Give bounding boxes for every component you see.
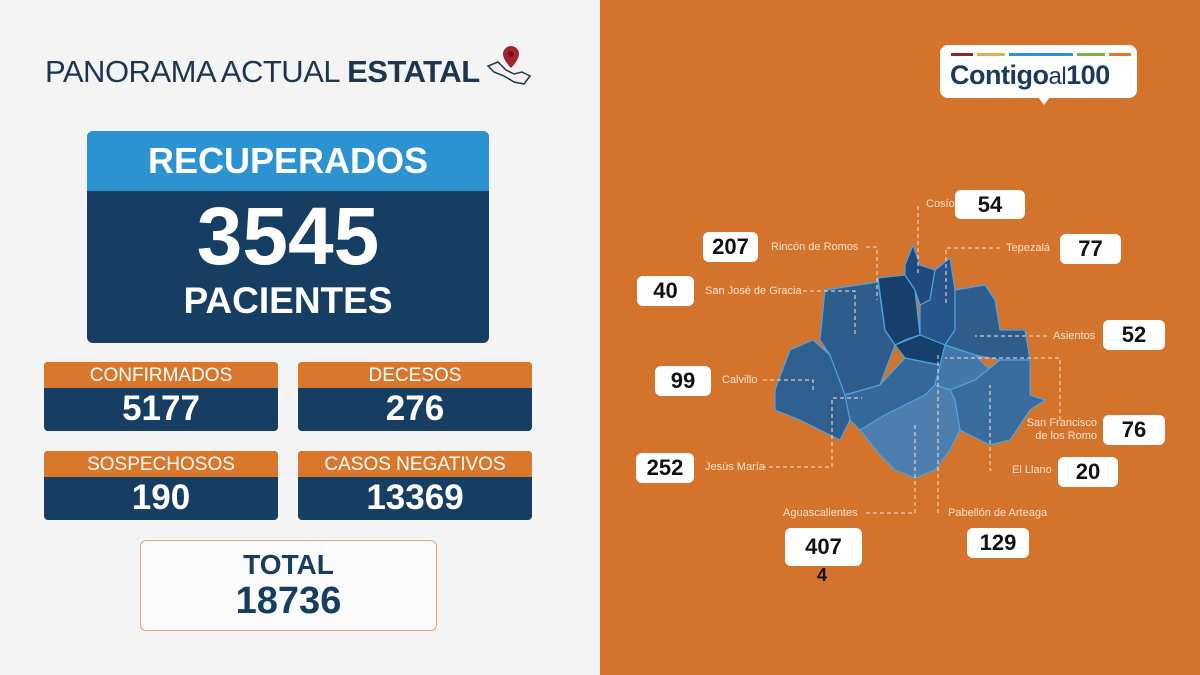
region-aguascalientes [859, 384, 961, 479]
suspected-card: SOSPECHOSOS 190 [44, 451, 278, 520]
label-pabellon-de-arteaga: Pabellón de Arteaga [948, 507, 1048, 519]
label-san-jose-de-gracia: San José de Gracia [705, 285, 802, 297]
value-asientos: 52 [1103, 320, 1165, 350]
value-san-francisco-de-los-romo: 76 [1103, 415, 1165, 445]
value-aguascalientes-overflow: 4 [816, 565, 827, 585]
label-jesus-maria: Jesús María [705, 461, 765, 473]
value-rincon-de-romos: 207 [703, 232, 758, 262]
contigo-al-100-logo: Contigoal100 [940, 45, 1137, 105]
negative-label: CASOS NEGATIVOS [298, 451, 532, 477]
recovered-unit: PACIENTES [183, 280, 393, 321]
label-el-llano: El Llano [1012, 464, 1052, 476]
recovered-card: RECUPERADOS 3545 PACIENTES [87, 131, 489, 343]
page-title: PANORAMA ACTUAL ESTATAL [45, 54, 480, 89]
suspected-value: 190 [131, 478, 191, 517]
value-pabellon-de-arteaga: 129 [967, 528, 1029, 558]
total-card: TOTAL 18736 [140, 540, 437, 631]
negative-value: 13369 [366, 478, 464, 517]
confirmed-label: CONFIRMADOS [44, 362, 278, 388]
total-value: 18736 [235, 580, 342, 622]
deaths-card: DECESOS 276 [298, 362, 532, 431]
value-aguascalientes: 407 [785, 528, 862, 566]
value-jesus-maria: 252 [636, 453, 694, 483]
deaths-label: DECESOS [298, 362, 532, 388]
label-cosio: Cosío [926, 198, 955, 210]
total-label: TOTAL [243, 549, 334, 580]
value-el-llano: 20 [1058, 457, 1118, 487]
label-calvillo: Calvillo [722, 374, 758, 386]
confirmed-value: 5177 [122, 389, 200, 428]
value-san-jose-de-gracia: 40 [637, 276, 694, 306]
negative-card: CASOS NEGATIVOS 13369 [298, 451, 532, 520]
value-calvillo: 99 [655, 366, 711, 396]
deaths-value: 276 [385, 389, 445, 428]
confirmed-card: CONFIRMADOS 5177 [44, 362, 278, 431]
suspected-label: SOSPECHOSOS [44, 451, 278, 477]
value-cosio: 54 [955, 190, 1025, 219]
mexico-map-pin-icon [486, 46, 532, 85]
recovered-label: RECUPERADOS [87, 131, 489, 191]
label-aguascalientes: Aguascalientes [783, 507, 858, 519]
stats-panel: PANORAMA ACTUAL ESTATAL RECUPERADOS 3545… [44, 46, 532, 631]
label-asientos: Asientos [1053, 330, 1096, 342]
recovered-value: 3545 [196, 191, 380, 282]
label-rincon-de-romos: Rincón de Romos [771, 241, 859, 253]
value-tepezala: 77 [1060, 234, 1121, 264]
label-tepezala: Tepezalá [1006, 242, 1051, 254]
label-san-francisco-de-los-romo: San Francisco de los Romo [1026, 417, 1097, 442]
